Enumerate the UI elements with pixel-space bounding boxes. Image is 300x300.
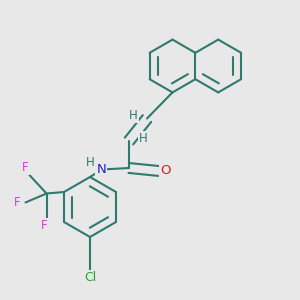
Text: H: H [129, 109, 138, 122]
Text: H: H [139, 131, 148, 145]
Text: F: F [14, 196, 20, 209]
Text: F: F [22, 161, 29, 174]
Text: F: F [41, 219, 47, 232]
Text: H: H [85, 155, 94, 169]
Text: N: N [97, 163, 106, 176]
Text: Cl: Cl [84, 271, 96, 284]
Text: O: O [160, 164, 171, 178]
